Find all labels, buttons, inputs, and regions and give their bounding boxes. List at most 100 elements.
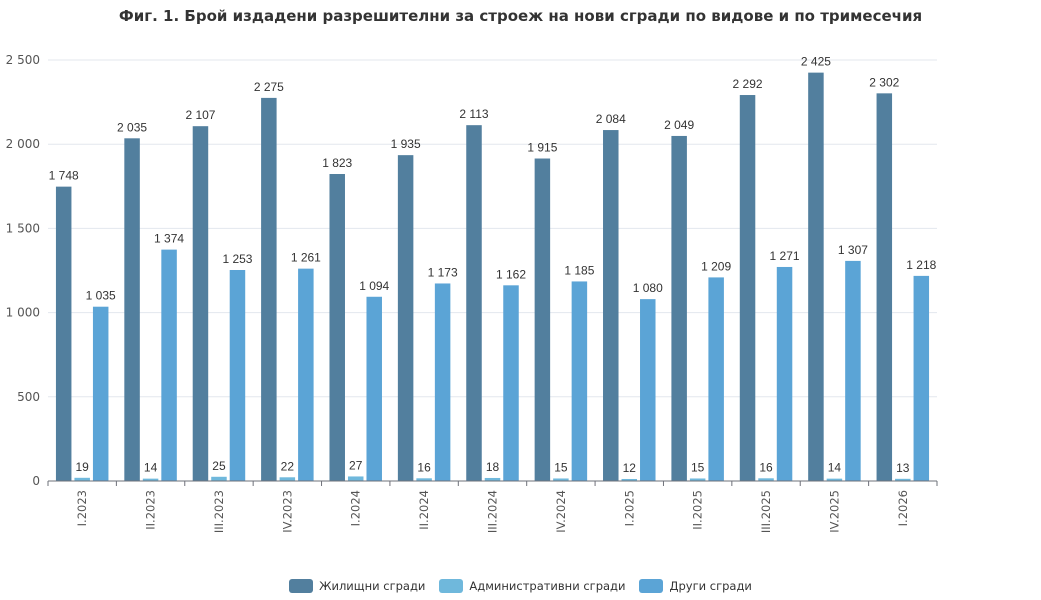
data-label: 18 <box>486 460 500 474</box>
chart-title: Фиг. 1. Брой издадени разрешителни за ст… <box>118 7 923 25</box>
bar <box>192 126 209 481</box>
legend-item[interactable]: Други сгради <box>639 579 752 593</box>
data-labels: 1 748 19 1 035 2 035 14 1 374 2 107 25 1 253 2 27… <box>49 55 937 475</box>
bar <box>434 283 451 481</box>
bar <box>913 275 930 481</box>
legend-swatch <box>439 579 464 593</box>
legend-label: Административни сгради <box>469 579 626 593</box>
bar <box>621 478 638 481</box>
bar <box>689 478 706 481</box>
legend-item[interactable]: Административни сгради <box>439 579 625 593</box>
x-tick-label: II.2023 <box>144 490 158 530</box>
data-label: 1 823 <box>322 156 352 170</box>
legend-label: Други сгради <box>669 579 752 593</box>
x-tick-label: IV.2024 <box>554 490 568 533</box>
bar <box>758 478 774 481</box>
bar <box>503 285 519 481</box>
data-label: 2 275 <box>254 80 284 94</box>
data-label: 14 <box>828 461 842 475</box>
bar <box>466 125 482 481</box>
data-label: 1 307 <box>838 243 868 257</box>
bar <box>55 186 72 482</box>
data-label: 2 425 <box>801 55 831 69</box>
data-label: 1 185 <box>564 263 594 277</box>
data-label: 1 035 <box>86 289 116 303</box>
bar <box>298 268 314 481</box>
data-label: 2 292 <box>733 77 763 91</box>
data-label: 1 209 <box>701 259 731 273</box>
bar <box>279 477 296 481</box>
x-tick-label: I.2025 <box>622 490 636 526</box>
data-label: 15 <box>691 460 705 474</box>
data-label: 14 <box>144 461 158 475</box>
data-label: 16 <box>759 460 773 474</box>
bar <box>142 478 159 481</box>
bar <box>211 476 227 481</box>
bar <box>484 477 501 481</box>
bar <box>416 478 432 481</box>
axes: 0 500 1 000 1 500 2 000 2 500 I.2023 II.2023 III… <box>6 53 938 533</box>
bar <box>895 478 911 481</box>
legend-swatch <box>289 579 314 593</box>
data-label: 22 <box>281 459 295 473</box>
data-label: 15 <box>554 460 568 474</box>
bar <box>366 296 382 481</box>
data-label: 1 080 <box>633 281 663 295</box>
bar <box>92 306 109 481</box>
bar <box>708 277 724 481</box>
data-label: 2 302 <box>869 75 899 89</box>
data-label: 16 <box>417 460 431 474</box>
bars <box>55 72 930 482</box>
data-label: 1 173 <box>428 265 458 279</box>
x-tick-label: II.2025 <box>691 490 705 530</box>
bar <box>161 249 177 481</box>
data-label: 2 049 <box>664 118 694 132</box>
legend-item[interactable]: Жилищни сгради <box>289 579 425 593</box>
x-tick-label: IV.2025 <box>827 490 841 533</box>
y-tick-label: 500 <box>17 390 40 404</box>
data-label: 1 374 <box>154 232 184 246</box>
bar <box>876 93 893 481</box>
bar <box>671 135 687 481</box>
bar <box>261 97 277 481</box>
data-label: 13 <box>896 461 910 475</box>
data-label: 1 094 <box>359 279 389 293</box>
data-label: 1 748 <box>49 169 79 183</box>
data-label: 2 113 <box>459 107 488 121</box>
grid-lines <box>48 59 937 398</box>
data-label: 2 035 <box>117 120 147 134</box>
bar <box>553 478 569 481</box>
x-tick-label: IV.2023 <box>280 490 294 533</box>
bar <box>329 174 345 481</box>
bar <box>826 478 843 481</box>
data-label: 1 261 <box>291 251 321 265</box>
data-label: 2 107 <box>185 108 215 122</box>
x-tick-label: III.2025 <box>759 490 773 533</box>
bar <box>229 269 246 481</box>
bar <box>603 130 619 482</box>
y-tick-label: 1 000 <box>6 306 40 320</box>
data-label: 2 084 <box>596 112 626 126</box>
data-label: 1 915 <box>527 141 557 155</box>
bar <box>347 476 364 481</box>
bar <box>776 266 793 481</box>
data-label: 1 162 <box>496 267 526 281</box>
data-label: 1 218 <box>906 258 936 272</box>
data-label: 12 <box>623 461 637 475</box>
x-tick-label: III.2023 <box>212 490 226 533</box>
bar <box>74 477 90 481</box>
legend-swatch <box>639 579 664 593</box>
bar <box>571 281 588 481</box>
legend-label: Жилищни сгради <box>319 579 426 593</box>
data-label: 1 271 <box>770 249 800 263</box>
bar <box>124 138 140 481</box>
data-label: 19 <box>76 460 90 474</box>
x-tick-label: I.2024 <box>349 490 363 526</box>
legend: Жилищни сгради Административни сгради Друг… <box>0 579 1041 593</box>
bar <box>534 158 551 481</box>
x-tick-label: I.2023 <box>75 490 89 526</box>
bar <box>845 260 861 481</box>
data-label: 25 <box>212 459 226 473</box>
y-tick-label: 2 000 <box>6 137 40 151</box>
y-tick-label: 2 500 <box>6 53 40 67</box>
